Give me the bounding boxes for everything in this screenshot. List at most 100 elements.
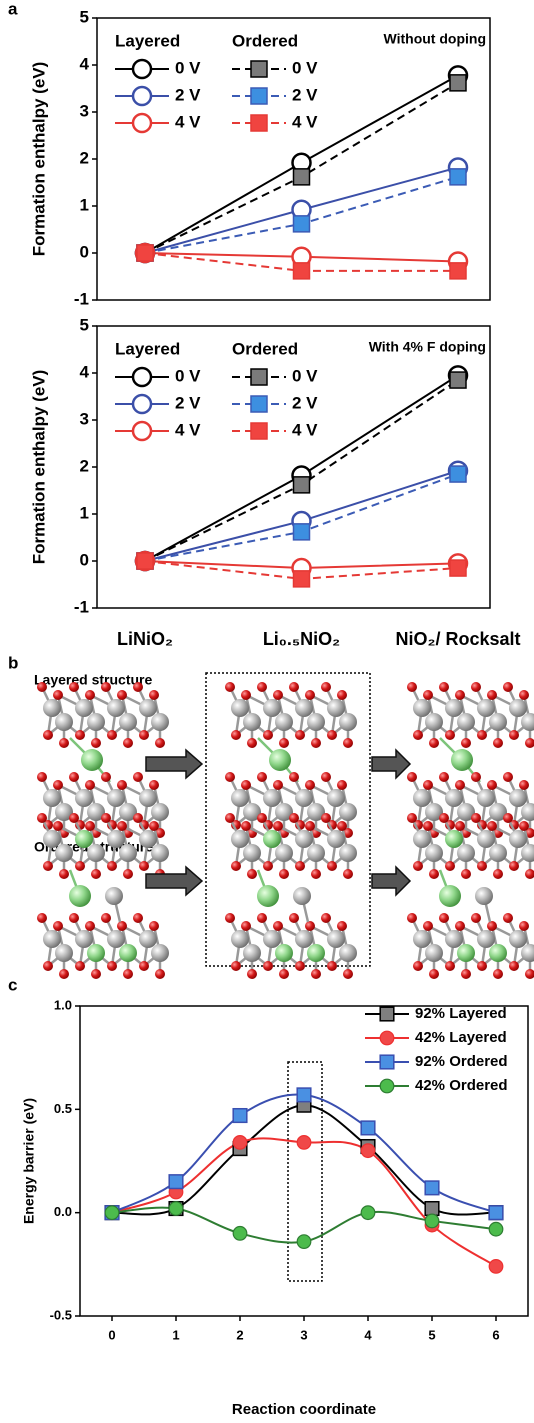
legend-marker [131, 58, 153, 80]
legend-label: 4 V [292, 112, 318, 131]
atom [509, 730, 519, 740]
atom [241, 780, 251, 790]
atom [151, 844, 169, 862]
atom [487, 780, 497, 790]
atom [81, 749, 103, 771]
marker [168, 1174, 184, 1190]
atom [477, 789, 495, 807]
atom [53, 821, 63, 831]
atom [43, 730, 53, 740]
atom [489, 944, 507, 962]
atom [455, 921, 465, 931]
atom [307, 944, 325, 962]
atom [69, 885, 91, 907]
atom [423, 780, 433, 790]
atom [263, 789, 281, 807]
legend-label: 0 V [175, 366, 201, 385]
atom [305, 780, 315, 790]
legend-label: 92% Layered [415, 1005, 507, 1022]
legend-marker [379, 1030, 395, 1046]
atom [75, 699, 93, 717]
atom [59, 969, 69, 979]
atom [263, 930, 281, 948]
atom [489, 803, 507, 821]
marker [449, 168, 467, 186]
atom [55, 803, 73, 821]
atom [55, 713, 73, 731]
atom [263, 699, 281, 717]
atom [305, 690, 315, 700]
atom [263, 961, 273, 971]
marker [360, 1120, 376, 1136]
marker [449, 262, 467, 280]
legend-label: 2 V [292, 85, 318, 104]
atom [75, 930, 93, 948]
atom [139, 930, 157, 948]
atom [439, 682, 449, 692]
atom [311, 738, 321, 748]
atom [43, 830, 61, 848]
atom [509, 930, 527, 948]
legend-marker [131, 420, 153, 442]
atom [425, 944, 443, 962]
atom [155, 969, 165, 979]
atom [241, 821, 251, 831]
marker [292, 262, 311, 280]
atom [247, 869, 257, 879]
atom [37, 913, 47, 923]
atom [151, 944, 169, 962]
legend-marker [131, 85, 153, 107]
atom [503, 682, 513, 692]
atom [321, 772, 331, 782]
panel-label: b [8, 653, 18, 672]
legend-label: 0 V [292, 58, 318, 77]
y-tick-label: 0 [80, 242, 89, 261]
atom [101, 682, 111, 692]
atom [263, 830, 281, 848]
marker [232, 1107, 248, 1124]
marker [168, 1201, 184, 1216]
atom [489, 713, 507, 731]
atom [461, 869, 471, 879]
atom [477, 699, 495, 717]
atom [429, 869, 439, 879]
atom [413, 830, 431, 848]
legend-marker [131, 366, 153, 388]
atom [43, 861, 53, 871]
marker [232, 1225, 248, 1241]
atom [477, 730, 487, 740]
atom [445, 789, 463, 807]
legend-title: Layered [115, 339, 180, 358]
atom [107, 699, 125, 717]
y-tick-label: 5 [80, 7, 89, 26]
y-tick-label: 2 [80, 148, 89, 167]
atom [521, 944, 534, 962]
atom [243, 944, 261, 962]
y-axis-label: Formation enthalpy (eV) [29, 62, 48, 257]
atom [461, 738, 471, 748]
atom [477, 830, 495, 848]
atom [337, 821, 347, 831]
atom [413, 730, 423, 740]
atom [407, 772, 417, 782]
atom [273, 690, 283, 700]
marker [488, 1221, 504, 1237]
atom [429, 738, 439, 748]
y-tick-label: 1.0 [54, 997, 72, 1012]
atom [509, 789, 527, 807]
x-axis-label: Reaction coordinate [232, 1401, 376, 1418]
legend-title: Layered [115, 31, 180, 50]
atom [117, 780, 127, 790]
atom [117, 821, 127, 831]
atom [43, 930, 61, 948]
atom [445, 930, 463, 948]
atom [85, 690, 95, 700]
atom [337, 921, 347, 931]
x-tick-label: 1 [172, 1327, 179, 1342]
y-tick-label: 1 [80, 195, 89, 214]
marker [449, 559, 467, 577]
atom [59, 738, 69, 748]
atom [133, 682, 143, 692]
atom [231, 789, 249, 807]
atom [307, 844, 325, 862]
